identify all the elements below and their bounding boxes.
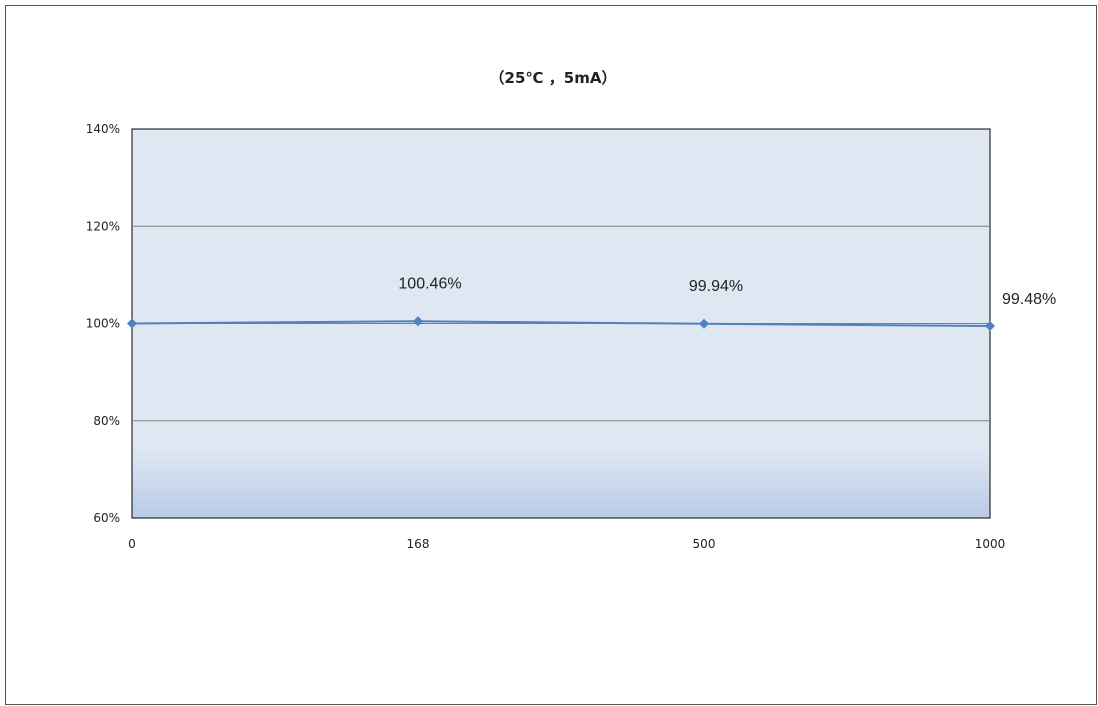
data-point-marker: [699, 318, 709, 329]
y-tick-label: 140%: [86, 122, 120, 136]
data-label: 99.48%: [1002, 291, 1056, 308]
data-label: 99.94%: [689, 278, 743, 295]
x-tick-label: 1000: [975, 537, 1006, 551]
x-tick-label: 500: [693, 537, 716, 551]
data-point-marker: [127, 318, 137, 329]
chart-title: （25℃ ，5mA）: [490, 69, 617, 87]
line-chart: （25℃ ，5mA） 60% 80% 100% 120% 140% 0 168 500 100…: [86, 69, 1057, 551]
y-axis-ticks: 60% 80% 100% 120% 140%: [86, 122, 120, 525]
y-tick-label: 60%: [93, 511, 120, 525]
y-tick-label: 100%: [86, 317, 120, 331]
data-point-marker: [985, 321, 995, 332]
x-tick-label: 0: [128, 537, 136, 551]
series-layer: [127, 316, 995, 332]
data-point-marker: [413, 316, 423, 327]
y-tick-label: 120%: [86, 219, 120, 233]
chart-frame: （25℃ ，5mA） 60% 80% 100% 120% 140% 0 168 500 100…: [5, 5, 1097, 705]
y-tick-label: 80%: [93, 414, 120, 428]
x-tick-label: 168: [407, 537, 430, 551]
data-label: 100.46%: [398, 275, 461, 292]
x-axis-ticks: 0 168 500 1000: [128, 537, 1005, 551]
data-labels: 100.46% 99.94% 99.48%: [398, 275, 1056, 308]
series-line: [131, 320, 991, 328]
